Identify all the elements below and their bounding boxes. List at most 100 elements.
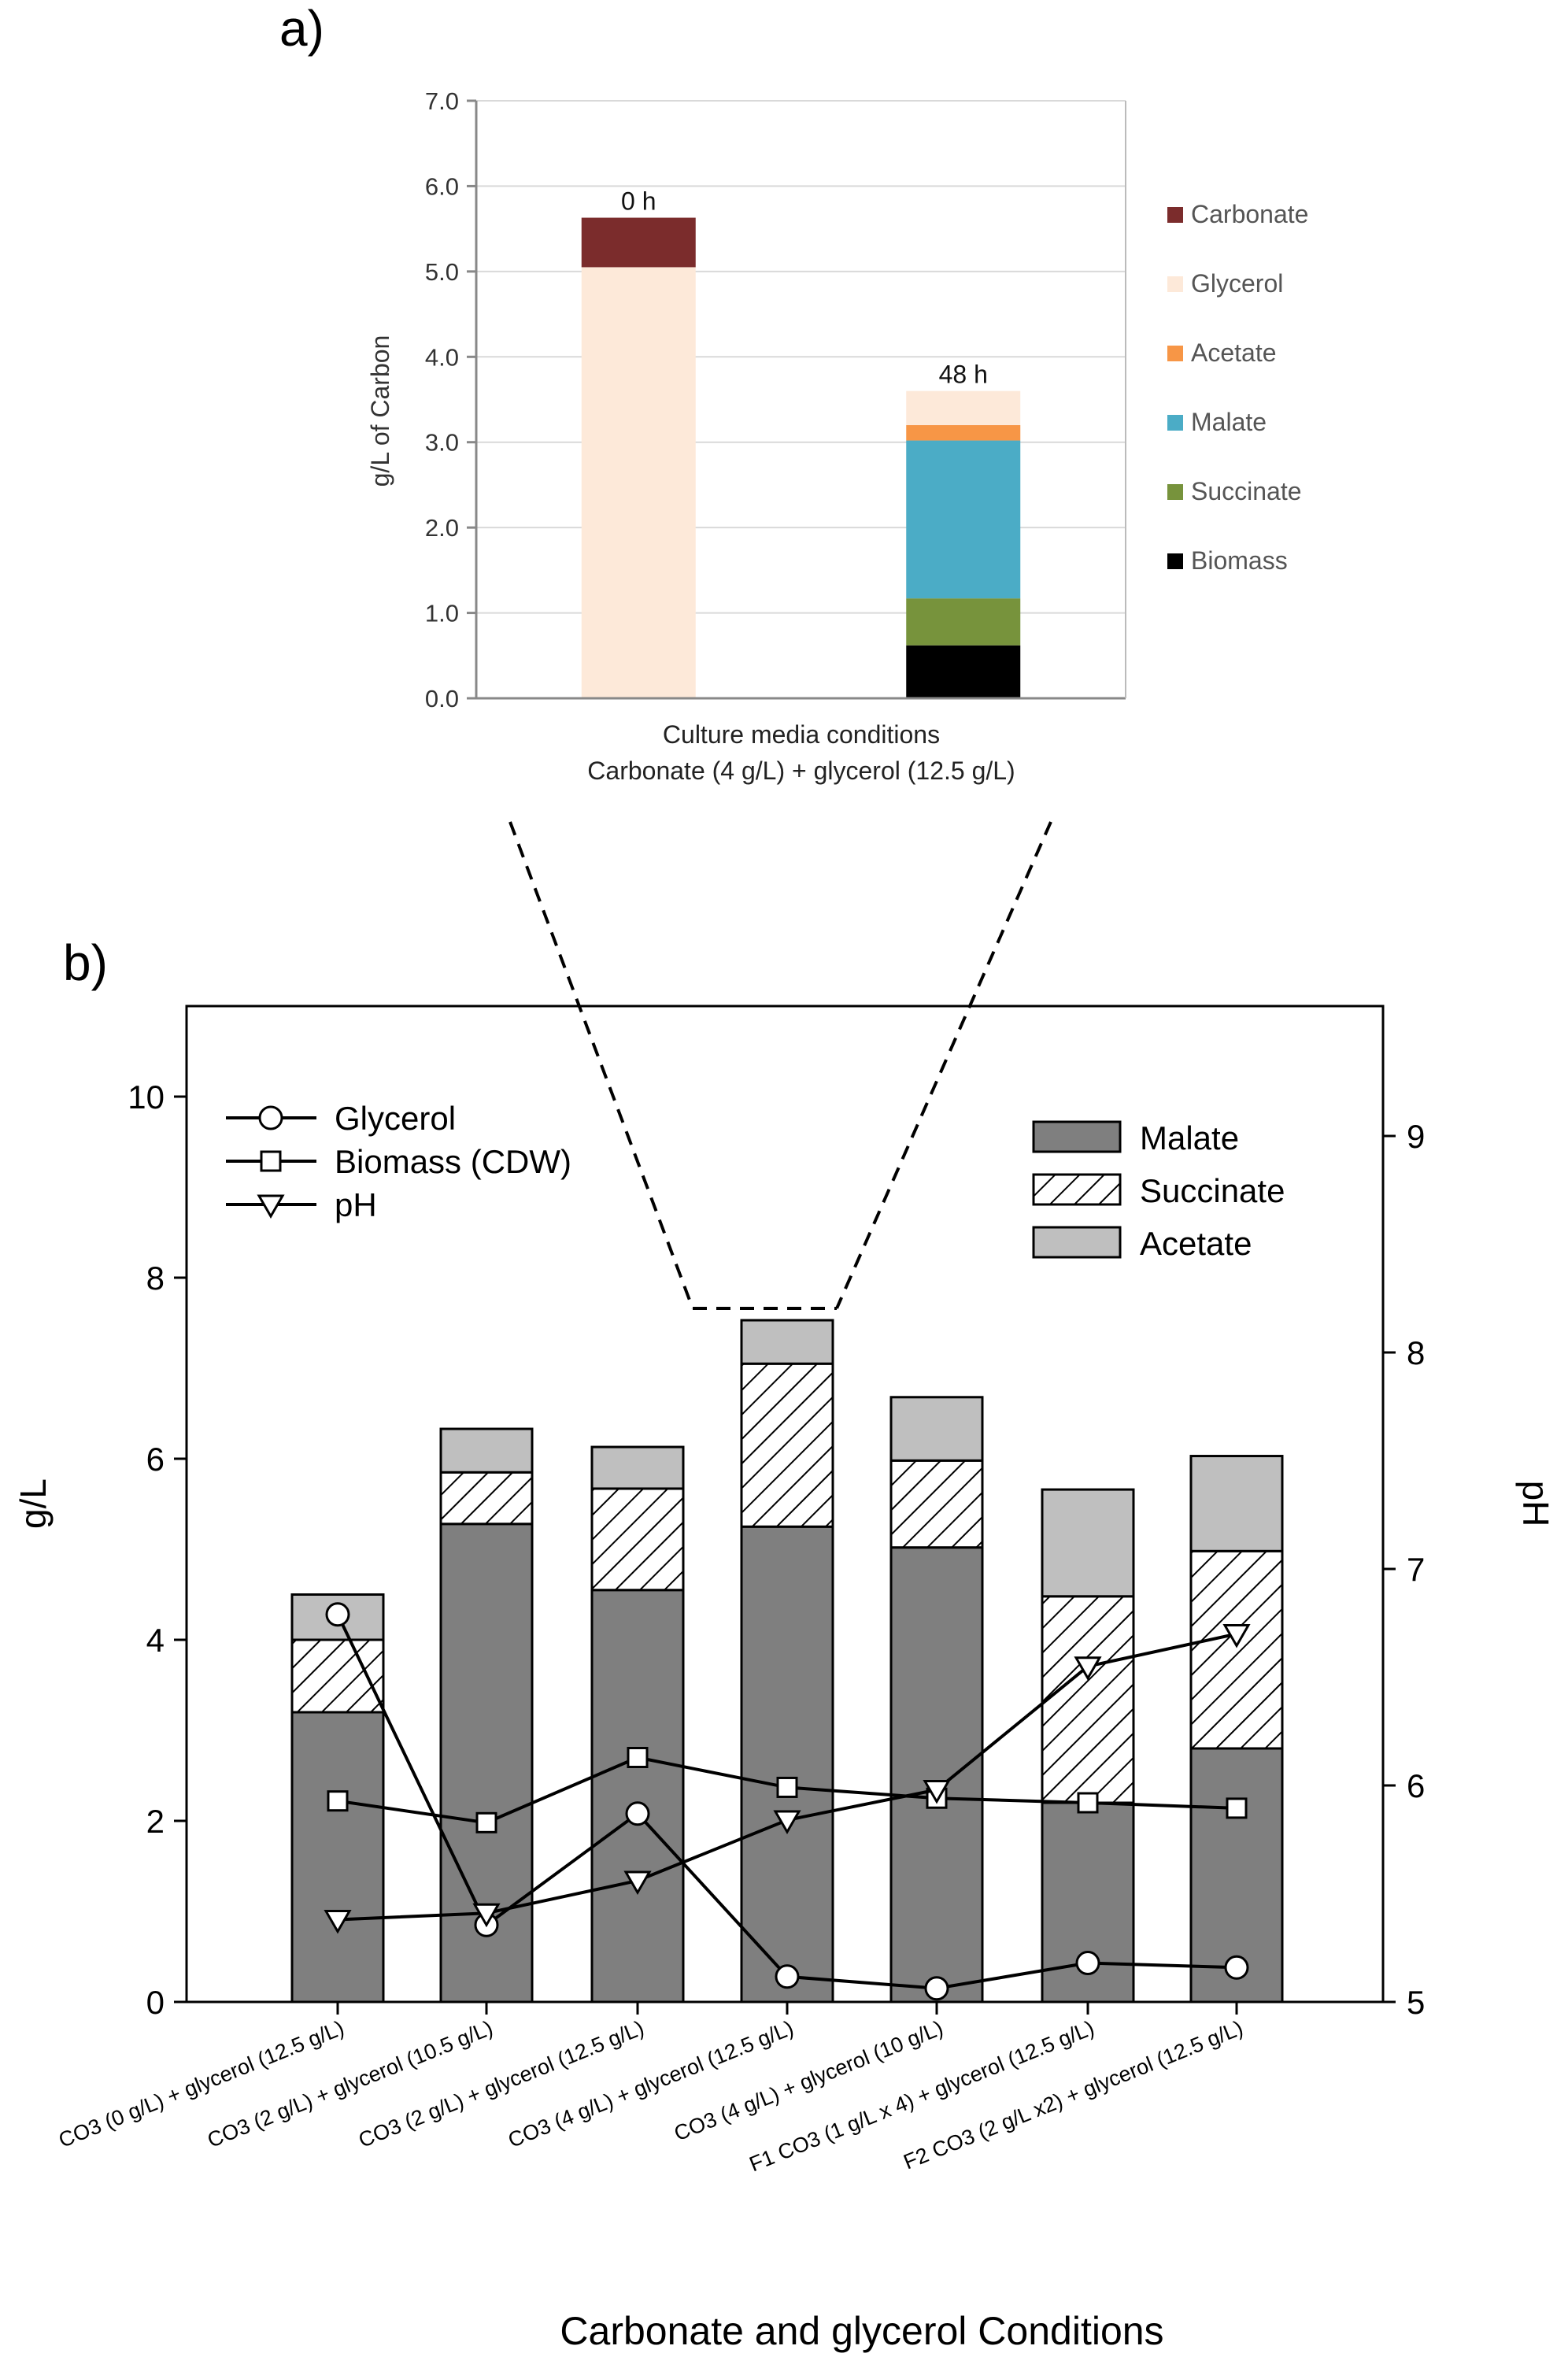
panel-a-x-axis-subtitle: Carbonate (4 g/L) + glycerol (12.5 g/L) — [587, 757, 1015, 785]
point-biomass-cdw-4 — [776, 1776, 798, 1798]
point-glycerol-6 — [1075, 1951, 1100, 1976]
panel-b-label: b) — [63, 934, 108, 991]
bar-acetate-2 — [439, 1427, 534, 1474]
panel-b-plot-frame — [185, 1005, 1385, 2004]
legend-swatch-succinate — [1167, 484, 1183, 500]
legend-marker-biomass-cdw — [260, 1150, 282, 1172]
bar-succinate-48-h — [906, 598, 1021, 646]
legend-label-glycerol: Glycerol — [1191, 269, 1283, 298]
point-biomass-cdw-3 — [627, 1747, 649, 1768]
point-biomass-cdw-6 — [1077, 1792, 1099, 1814]
legend-marker-glycerol — [258, 1105, 283, 1130]
bar-succinate-3 — [590, 1487, 685, 1592]
panel-a-y-axis-title: g/L of Carbon — [366, 335, 394, 487]
panel-b-right-y-ticks: 5 6 7 8 9 — [1383, 1118, 1425, 2021]
bar-carbonate-0-h — [581, 217, 696, 268]
x-tick-label-2: CO3 (2 g/L) + glycerol (10.5 g/L) — [204, 2016, 496, 2152]
y-tick-label: 2 — [146, 1803, 165, 1840]
legend-label-biomass-cdw: Biomass (CDW) — [335, 1143, 571, 1180]
bar-biomass-48-h — [906, 645, 1021, 698]
bar-succinate-1 — [290, 1638, 385, 1714]
bar-succinate-7 — [1189, 1549, 1284, 1750]
point-biomass-cdw-2 — [475, 1811, 497, 1833]
y-tick-label: 5.0 — [425, 258, 459, 286]
bar-acetate-5 — [889, 1396, 984, 1462]
bar-succinate-6 — [1041, 1595, 1135, 1804]
point-ph-2 — [472, 1903, 501, 1928]
panel-a-gridlines — [476, 100, 1126, 614]
panel-b-left-y-ticks: 0 2 4 6 8 10 — [128, 1079, 187, 2021]
y2-tick-label: 9 — [1407, 1118, 1425, 1155]
y-tick-label: 4 — [146, 1622, 165, 1659]
legend-swatch-succinate — [1032, 1173, 1122, 1206]
point-ph-7 — [1222, 1624, 1251, 1648]
legend-label-succinate: Succinate — [1191, 477, 1302, 505]
x-tick-label-1: CO3 (0 g/L) + glycerol (12.5 g/L) — [55, 2016, 347, 2152]
bar-acetate-6 — [1041, 1488, 1135, 1598]
legend-label-acetate: Acetate — [1140, 1225, 1252, 1262]
panel-a-y-ticks: 0.0 1.0 2.0 3.0 4.0 5.0 6.0 7.0 — [425, 87, 476, 712]
legend-swatch-acetate — [1167, 346, 1183, 361]
y2-tick-label: 6 — [1407, 1767, 1425, 1804]
bar-glycerol-48-h — [906, 390, 1021, 426]
legend-swatch-biomass — [1167, 553, 1183, 569]
y-tick-label: 4.0 — [425, 343, 459, 371]
bar-malate-3 — [590, 1589, 685, 2004]
y2-tick-label: 5 — [1407, 1984, 1425, 2021]
point-ph-6 — [1074, 1656, 1102, 1681]
panel-b-line-legend: Glycerol Biomass (CDW) pH — [226, 1100, 571, 1223]
y-tick-label: 8 — [146, 1260, 165, 1297]
y-tick-label: 0.0 — [425, 685, 459, 712]
bar-succinate-5 — [889, 1459, 984, 1549]
y-tick-label: 7.0 — [425, 87, 459, 115]
bar-label-48-h: 48 h — [939, 361, 988, 389]
point-glycerol-3 — [625, 1801, 650, 1826]
y-tick-label: 0 — [146, 1984, 165, 2021]
panel-b-lines — [324, 1602, 1251, 2001]
point-glycerol-7 — [1224, 1955, 1249, 1980]
y-tick-label: 1.0 — [425, 600, 459, 627]
legend-label-carbonate: Carbonate — [1191, 200, 1308, 228]
legend-label-glycerol: Glycerol — [335, 1100, 456, 1137]
panel-a-label: a) — [279, 0, 324, 57]
panel-a-legend: Carbonate Glycerol Acetate Malate Succinate B… — [1167, 200, 1308, 575]
bar-malate-5 — [889, 1546, 984, 2004]
y-tick-label: 3.0 — [425, 429, 459, 457]
panel-b: b) 0 2 4 6 8 10 5 6 7 8 9 CO3 (0 g/L) + glycerol … — [13, 934, 1556, 2353]
y-tick-label: 2.0 — [425, 514, 459, 542]
y-tick-label: 10 — [128, 1079, 165, 1116]
y2-tick-label: 7 — [1407, 1551, 1425, 1588]
legend-label-malate: Malate — [1140, 1119, 1239, 1156]
panel-a-bar-labels: 0 h 48 h — [621, 187, 988, 389]
legend-marker-ph — [257, 1194, 285, 1219]
x-tick-label-5: CO3 (4 g/L) + glycerol (10 g/L) — [671, 2016, 946, 2146]
point-biomass-cdw-7 — [1226, 1797, 1248, 1819]
point-ph-5 — [923, 1780, 951, 1804]
x-tick-label-3: CO3 (2 g/L) + glycerol (12.5 g/L) — [355, 2016, 647, 2152]
point-ph-1 — [324, 1910, 352, 1934]
bar-glycerol-0-h — [581, 267, 696, 699]
legend-swatch-acetate — [1032, 1226, 1122, 1259]
bar-malate-1 — [290, 1711, 385, 2004]
bar-acetate-3 — [590, 1445, 685, 1490]
point-glycerol-5 — [924, 1976, 949, 2001]
point-glycerol-1 — [325, 1602, 350, 1627]
panel-b-x-ticks: CO3 (0 g/L) + glycerol (12.5 g/L)CO3 (2 … — [55, 2002, 1246, 2176]
panel-b-y2-axis-title: pH — [1515, 1481, 1556, 1527]
panel-b-bars — [290, 1319, 1284, 2004]
x-tick-label-4: CO3 (4 g/L) + glycerol (12.5 g/L) — [505, 2016, 797, 2152]
y2-tick-label: 8 — [1407, 1334, 1425, 1371]
legend-swatch-malate — [1167, 415, 1183, 431]
legend-label-succinate: Succinate — [1140, 1172, 1285, 1209]
legend-label-biomass: Biomass — [1191, 546, 1288, 575]
legend-swatch-malate — [1032, 1120, 1122, 1153]
panel-b-bar-legend: Malate Succinate Acetate — [1032, 1119, 1285, 1262]
bar-succinate-4 — [740, 1362, 834, 1528]
panel-b-x-axis-title: Carbonate and glycerol Conditions — [560, 2309, 1163, 2353]
y-tick-label: 6.0 — [425, 172, 459, 200]
panel-b-y-axis-title: g/L — [13, 1478, 54, 1529]
panel-a-x-axis-title: Culture media conditions — [663, 720, 940, 749]
legend-label-acetate: Acetate — [1191, 339, 1277, 367]
bar-succinate-2 — [439, 1471, 534, 1526]
